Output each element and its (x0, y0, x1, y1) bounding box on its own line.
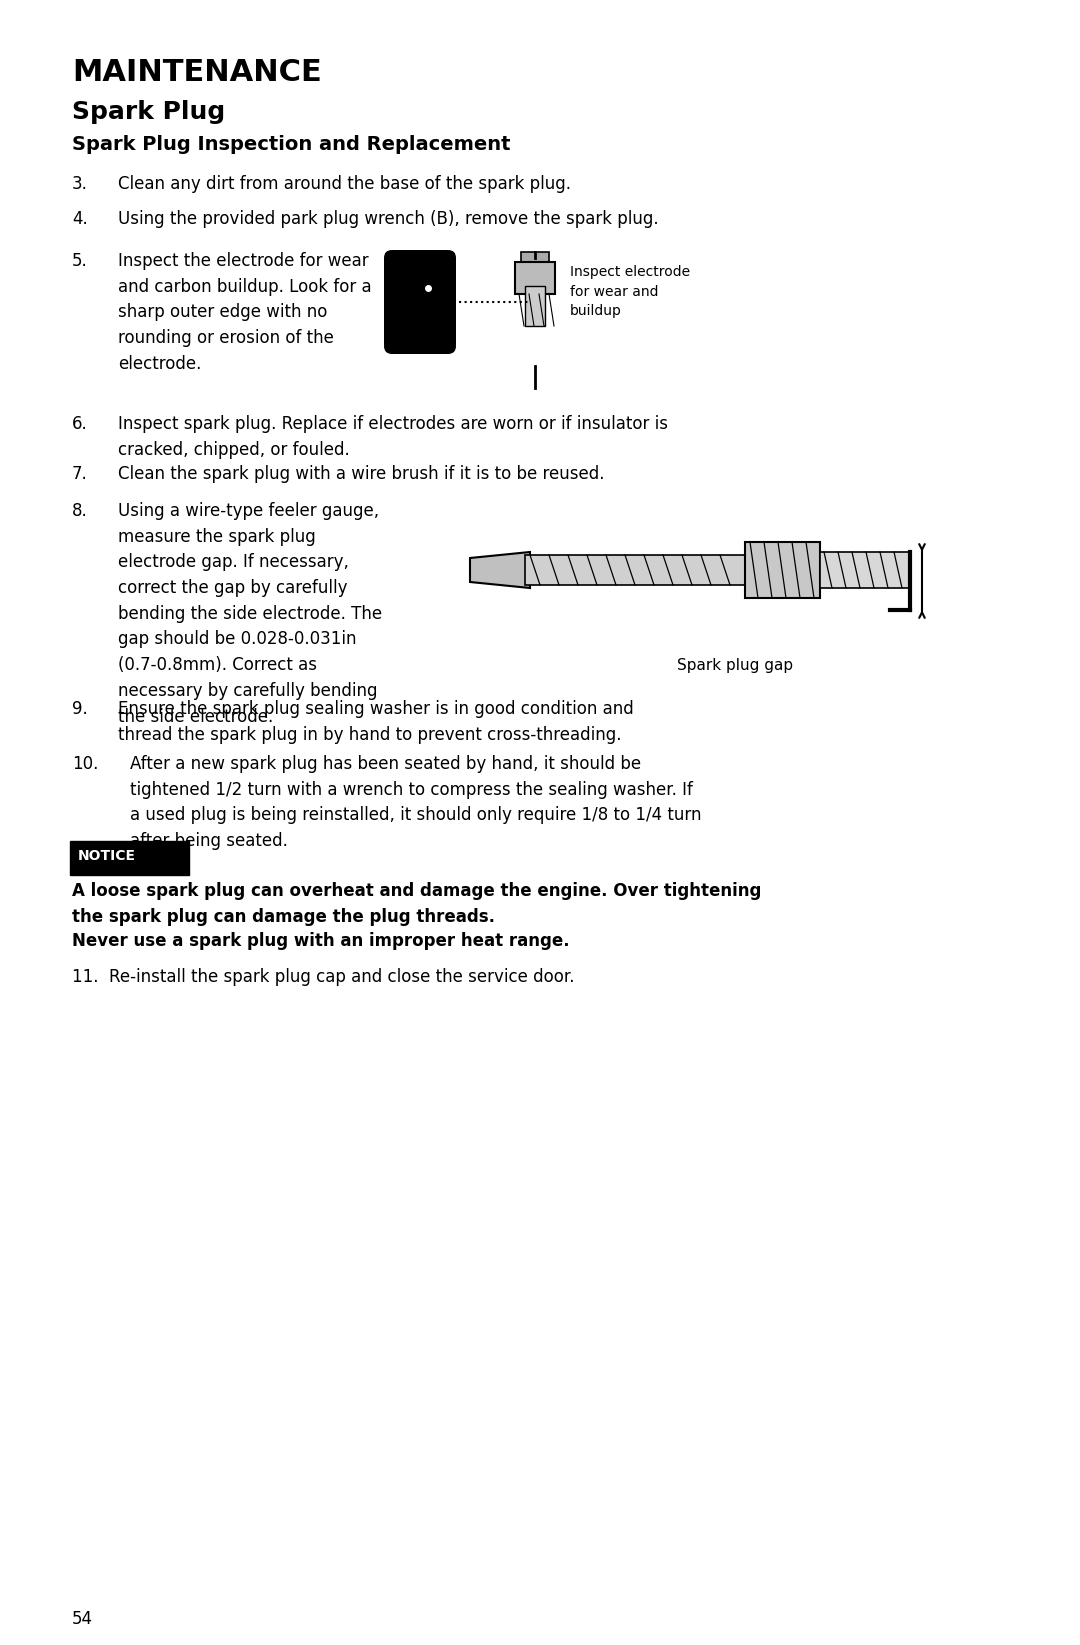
FancyBboxPatch shape (384, 250, 456, 354)
Text: 8.: 8. (72, 502, 87, 520)
Text: 6.: 6. (72, 415, 87, 433)
Text: Clean any dirt from around the base of the spark plug.: Clean any dirt from around the base of t… (118, 174, 571, 192)
Text: 54: 54 (72, 1610, 93, 1629)
Text: Using a wire-type feeler gauge,
measure the spark plug
electrode gap. If necessa: Using a wire-type feeler gauge, measure … (118, 502, 382, 725)
Text: MAINTENANCE: MAINTENANCE (72, 58, 322, 87)
Text: 7.: 7. (72, 466, 87, 484)
Text: Using the provided park plug wrench (B), remove the spark plug.: Using the provided park plug wrench (B),… (118, 211, 659, 229)
Text: Spark Plug Inspection and Replacement: Spark Plug Inspection and Replacement (72, 135, 511, 155)
FancyBboxPatch shape (521, 252, 549, 270)
FancyBboxPatch shape (820, 553, 910, 587)
Text: Inspect spark plug. Replace if electrodes are worn or if insulator is
cracked, c: Inspect spark plug. Replace if electrode… (118, 415, 669, 459)
Text: NOTICE: NOTICE (78, 849, 136, 864)
FancyBboxPatch shape (525, 286, 545, 326)
Text: 11.  Re-install the spark plug cap and close the service door.: 11. Re-install the spark plug cap and cl… (72, 967, 575, 985)
Text: Ensure the spark plug sealing washer is in good condition and
thread the spark p: Ensure the spark plug sealing washer is … (118, 701, 634, 744)
Polygon shape (470, 553, 530, 587)
Text: After a new spark plug has been seated by hand, it should be
tightened 1/2 turn : After a new spark plug has been seated b… (130, 755, 702, 850)
Text: 3.: 3. (72, 174, 87, 192)
Text: Never use a spark plug with an improper heat range.: Never use a spark plug with an improper … (72, 933, 569, 951)
FancyBboxPatch shape (515, 262, 555, 294)
FancyBboxPatch shape (525, 554, 745, 586)
Text: Spark Plug: Spark Plug (72, 100, 226, 123)
Text: 10.: 10. (72, 755, 98, 773)
Text: A loose spark plug can overheat and damage the engine. Over tightening
the spark: A loose spark plug can overheat and dama… (72, 882, 761, 926)
FancyBboxPatch shape (70, 841, 189, 875)
Text: 9.: 9. (72, 701, 87, 717)
Text: Inspect the electrode for wear
and carbon buildup. Look for a
sharp outer edge w: Inspect the electrode for wear and carbo… (118, 252, 372, 373)
Text: Spark plug gap: Spark plug gap (677, 658, 793, 673)
Text: Inspect electrode
for wear and
buildup: Inspect electrode for wear and buildup (570, 265, 690, 317)
Text: Clean the spark plug with a wire brush if it is to be reused.: Clean the spark plug with a wire brush i… (118, 466, 605, 484)
FancyBboxPatch shape (745, 541, 820, 599)
Text: 5.: 5. (72, 252, 87, 270)
Text: 4.: 4. (72, 211, 87, 229)
